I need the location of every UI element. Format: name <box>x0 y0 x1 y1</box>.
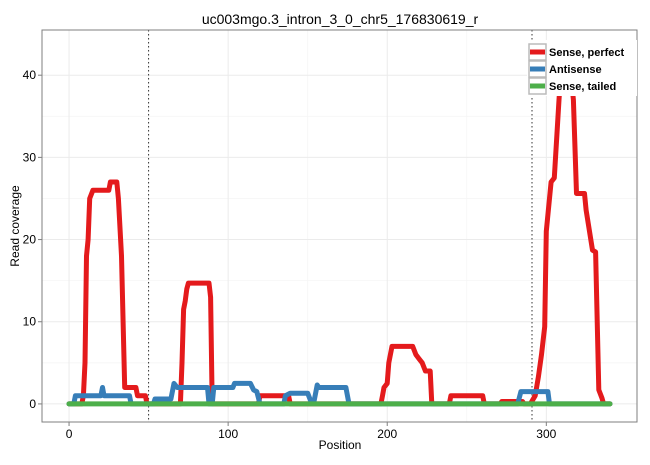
legend-label: Sense, tailed <box>549 81 616 93</box>
panel-border <box>41 29 638 423</box>
x-tick-label: 200 <box>377 427 397 441</box>
y-tick-label: 20 <box>23 233 37 247</box>
series-lines <box>66 48 613 407</box>
x-tick-label: 0 <box>66 427 73 441</box>
y-tick-label: 30 <box>23 150 37 164</box>
chart-title: uc003mgo.3_intron_3_0_chr5_176830619_r <box>202 11 479 27</box>
x-tick-label: 300 <box>536 427 556 441</box>
x-axis-title: Position <box>319 438 362 452</box>
series-line-sense-perfect <box>66 48 613 407</box>
y-tick-label: 0 <box>29 397 36 411</box>
legend-label: Sense, perfect <box>549 47 625 59</box>
y-tick-label: 40 <box>23 68 37 82</box>
legend-label: Antisense <box>549 64 602 76</box>
legend: Sense, perfect Antisense Sense, tailed <box>527 40 637 96</box>
axis-ticks: 0 100 200 300 0 10 20 30 40 <box>23 68 557 441</box>
y-axis-title: Read coverage <box>8 185 22 267</box>
x-tick-label: 100 <box>218 427 238 441</box>
y-tick-label: 10 <box>23 315 37 329</box>
series-line-antisense <box>66 380 613 407</box>
